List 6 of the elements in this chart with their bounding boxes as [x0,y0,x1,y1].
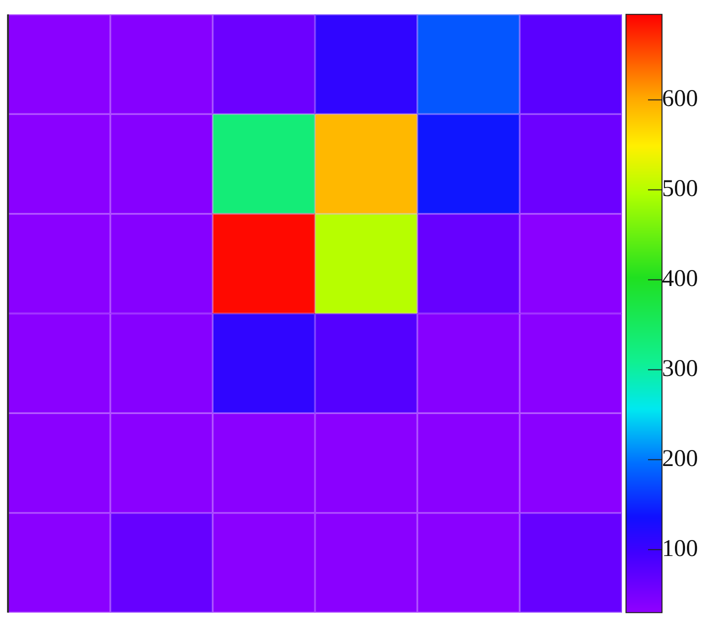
color-bar-label: 200 [662,446,698,472]
color-bar-label: 600 [662,86,698,112]
color-bar-label: 500 [662,176,698,202]
color-bar-label: 100 [662,536,698,562]
color-bar-label: 300 [662,356,698,382]
color-bar-label: 400 [662,266,698,292]
